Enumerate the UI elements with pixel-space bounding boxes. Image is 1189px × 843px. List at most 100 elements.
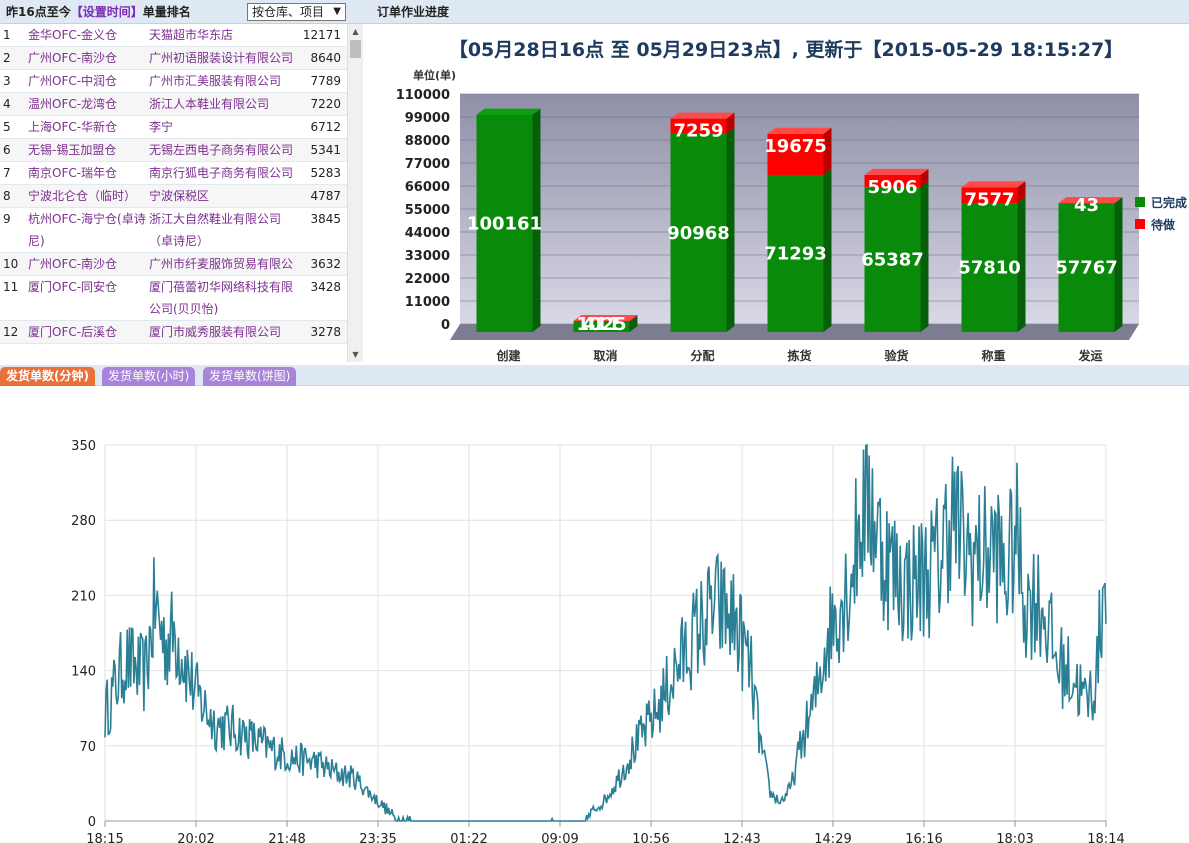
bar-pending-value: 411 [583,314,621,335]
x-category-label: 分配 [690,348,714,362]
bar-done-value: 90968 [667,223,730,244]
ranking-row[interactable]: 4 温州OFC-龙湾仓 浙江人本鞋业有限公司 7220 [0,93,347,116]
y-tick-label: 44000 [405,226,450,241]
y-tick-label: 210 [71,589,96,604]
bar-done-value: 65387 [861,250,924,271]
order-count-cell: 7220 [310,97,341,111]
ranking-row[interactable]: 7 南京OFC-瑞年仓 南京行狐电子商务有限公司 5283 [0,162,347,185]
x-tick-label: 01:22 [450,832,487,843]
ranking-row[interactable]: 5 上海OFC-华新仓 李宁 6712 [0,116,347,139]
ranking-scrollbar[interactable]: ▲ ▼ [347,24,363,362]
x-category-label: 验货 [884,348,908,362]
scroll-thumb[interactable] [350,40,361,58]
order-count-cell: 5341 [310,143,341,157]
tab-shipments-minute[interactable]: 发货单数(分钟) [0,367,95,386]
x-category-label: 发运 [1077,348,1102,362]
y-tick-label: 88000 [405,134,450,149]
rank-cell: 6 [3,143,11,157]
rank-cell: 9 [3,212,11,226]
x-tick-label: 18:15 [86,832,123,843]
group-by-select[interactable]: 按仓库、项目 ▼ [247,3,346,21]
x-tick-label: 23:35 [359,832,396,843]
rank-cell: 7 [3,166,11,180]
order-count-cell: 3845 [310,212,341,226]
scroll-up-icon[interactable]: ▲ [352,27,359,36]
ranking-row[interactable]: 9 杭州OFC-海宁仓(卓诗尼) 浙江大自然鞋业有限公司（卓诗尼） 3845 [0,208,347,253]
order-progress-header: 订单作业进度 [363,0,1189,24]
bar-pending-side [629,314,638,322]
client-cell: 厦门市威秀服装有限公司 [149,325,282,339]
legend-label: 待做 [1151,217,1176,232]
y-tick-label: 110000 [396,88,450,103]
order-count-cell: 8640 [310,51,341,65]
ranking-table: 1 金华OFC-金义仓 天猫超市华东店 12171 2 广州OFC-南沙仓 广州初语服装设计… [0,24,347,362]
ranking-header: 昨16点至今【设置时间】单量排名 按仓库、项目 ▼ [0,0,363,24]
bar-pending [961,187,1018,204]
bar-pending-side [1114,197,1123,204]
dropdown-arrow-icon: ▼ [333,6,341,17]
order-count-cell: 3278 [310,325,341,339]
client-cell: 厦门蓓蕾初华网络科技有限公司(贝贝怡) [149,280,294,316]
client-cell: 宁波保税区 [149,189,210,203]
order-count-cell: 3632 [310,257,341,271]
x-tick-label: 21:48 [268,832,305,843]
client-cell: 天猫超市华东店 [149,28,234,42]
client-cell: 李宁 [149,120,174,134]
shipments-series-line [104,443,1107,822]
warehouse-cell: 广州OFC-南沙仓 [28,51,118,65]
group-by-select-value: 按仓库、项目 [252,5,325,19]
order-count-cell: 4787 [310,189,341,203]
tab-shipments-pie[interactable]: 发货单数(饼图) [203,367,297,386]
bar-pending [573,320,630,322]
warehouse-cell: 宁波北仑仓（临时） [28,189,137,203]
y-tick-label: 0 [441,318,450,333]
bar-pending-top [961,181,1026,188]
warehouse-cell: 广州OFC-南沙仓 [28,257,118,271]
bar-pending [670,118,727,134]
tab-shipments-hour[interactable]: 发货单数(小时) [102,367,196,386]
client-cell: 南京行狐电子商务有限公司 [149,166,294,180]
ranking-title-suffix: 单量排名 [142,5,191,19]
order-progress-title: 订单作业进度 [377,5,450,19]
bar-done-value: 57810 [958,258,1021,279]
scroll-down-icon[interactable]: ▼ [352,350,359,359]
warehouse-cell: 金华OFC-金义仓 [28,28,118,42]
ranking-row[interactable]: 3 广州OFC-中润仓 广州市汇美服装有限公司 7789 [0,70,347,93]
y-unit-label: 单位(单) [413,68,456,82]
y-tick-label: 99000 [405,111,450,126]
y-tick-label: 77000 [405,157,450,172]
bar-pending [767,133,824,175]
x-tick-label: 18:03 [996,832,1033,843]
bar-pending-value: 5906 [867,177,917,198]
ranking-row[interactable]: 2 广州OFC-南沙仓 广州初语服装设计有限公司 8640 [0,47,347,70]
ranking-row[interactable]: 6 无锡-锡玉加盟仓 无锡左西电子商务有限公司 5341 [0,139,347,162]
warehouse-cell: 广州OFC-中润仓 [28,74,118,88]
bar-done [670,133,727,332]
ranking-row[interactable]: 12 厦门OFC-后溪仓 厦门市威秀服装有限公司 3278 [0,321,347,344]
warehouse-cell: 南京OFC-瑞年仓 [28,166,118,180]
bar-done-side [1114,197,1123,332]
rank-cell: 3 [3,74,11,88]
bar-done [864,187,921,332]
shipments-line-chart: 18:15 20:02 21:48 23:35 01:22 09:09 10:56 12:43… [71,439,1125,843]
ranking-row[interactable]: 11 厦门OFC-同安仓 厦门蓓蕾初华网络科技有限公司(贝贝怡) 3428 [0,276,347,321]
bar-done-value: 71293 [764,243,827,264]
warehouse-cell: 温州OFC-龙湾仓 [28,97,118,111]
x-tick-label: 14:29 [814,832,851,843]
bar-done [476,114,533,333]
bar-pending-top [864,168,929,175]
ranking-row[interactable]: 8 宁波北仑仓（临时） 宁波保税区 4787 [0,185,347,208]
y-tick-label: 350 [71,439,96,454]
x-category-label: 创建 [495,348,521,362]
rank-cell: 10 [3,257,19,271]
ranking-row[interactable]: 1 金华OFC-金义仓 天猫超市华东店 12171 [0,24,347,47]
bar-done-side [823,168,832,332]
bar-done [767,174,824,332]
shipment-tabs: 发货单数(分钟) 发货单数(小时) 发货单数(饼图) [0,365,1189,386]
x-category-label: 拣货 [787,348,811,362]
y-tick-label: 11000 [405,295,450,310]
rank-cell: 1 [3,28,11,42]
set-time-link[interactable]: 【设置时间】 [70,5,143,19]
bar-done-value: 57767 [1055,258,1118,279]
